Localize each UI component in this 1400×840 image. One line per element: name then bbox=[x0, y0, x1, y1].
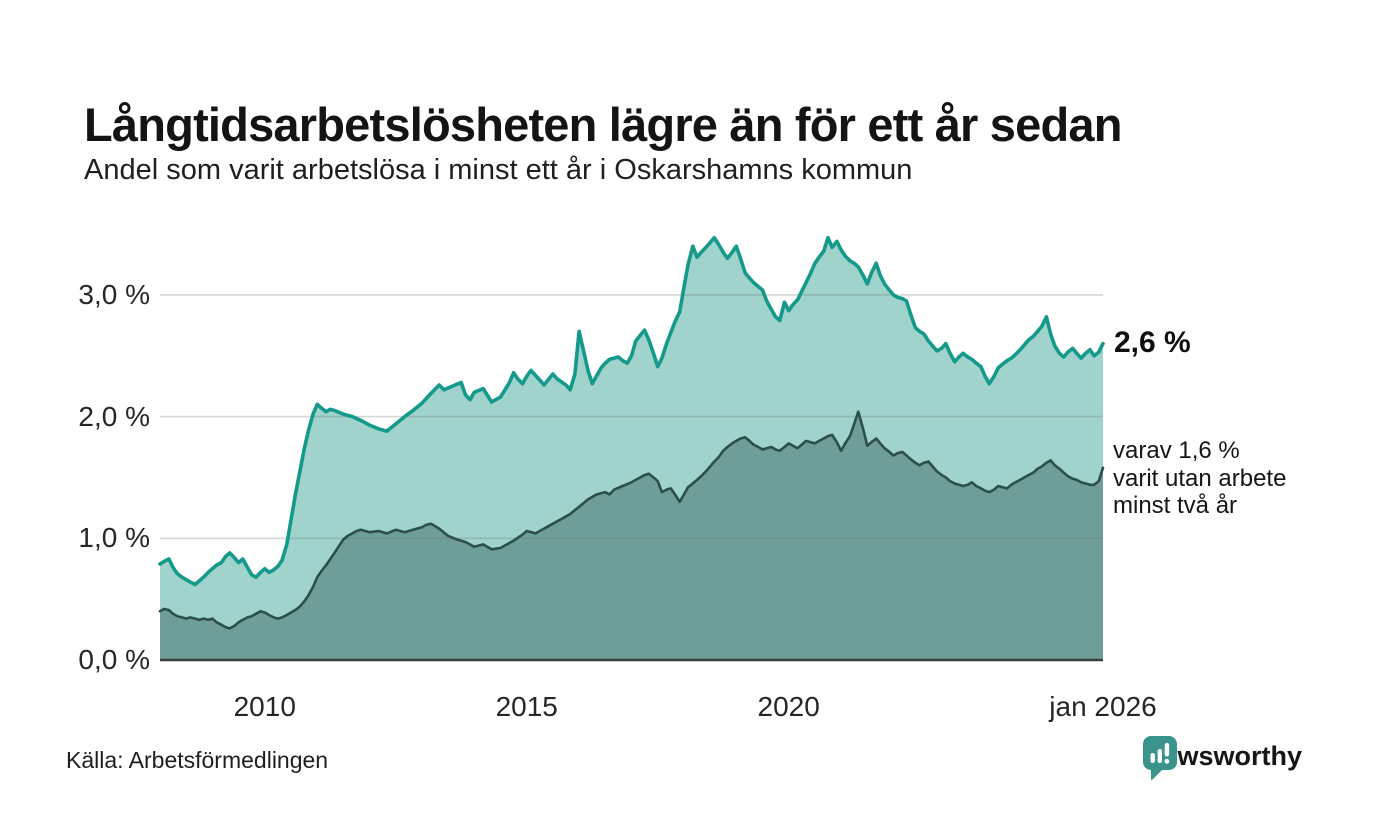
chart-title: Långtidsarbetslösheten lägre än för ett … bbox=[84, 98, 1122, 152]
series-line-1 bbox=[158, 410, 1105, 630]
x-tick-label: 2020 bbox=[757, 691, 820, 722]
x-tick-label: 2015 bbox=[495, 691, 558, 722]
chart-subtitle: Andel som varit arbetslösa i minst ett å… bbox=[84, 154, 913, 186]
y-tick-label: 2,0 % bbox=[78, 400, 150, 432]
newsworthy-logo-icon bbox=[1143, 736, 1177, 780]
annotation-line: minst två år bbox=[1113, 492, 1238, 519]
y-tick-label: 0,0 % bbox=[78, 644, 150, 675]
annotation-line: varav 1,6 % bbox=[1113, 437, 1240, 464]
series-line-0 bbox=[158, 235, 1105, 587]
annotation-line: varit utan arbete bbox=[1113, 464, 1287, 492]
x-tick-label: jan 2026 bbox=[1049, 691, 1157, 722]
source-note: Källa: Arbetsförmedlingen bbox=[66, 747, 329, 773]
y-tick-label: 1,0 % bbox=[78, 522, 150, 554]
series2-annotation: varav 1,6 % varit utan arbete minst två år bbox=[1113, 437, 1286, 520]
x-tick-label: 2010 bbox=[233, 691, 296, 722]
series1-end-value-label: 2,6 % bbox=[1114, 325, 1191, 359]
series-area-1 bbox=[160, 411, 1103, 660]
newsworthy-brand: Newsworthy bbox=[1143, 736, 1302, 780]
y-tick-label: 3,0 % bbox=[78, 278, 150, 310]
